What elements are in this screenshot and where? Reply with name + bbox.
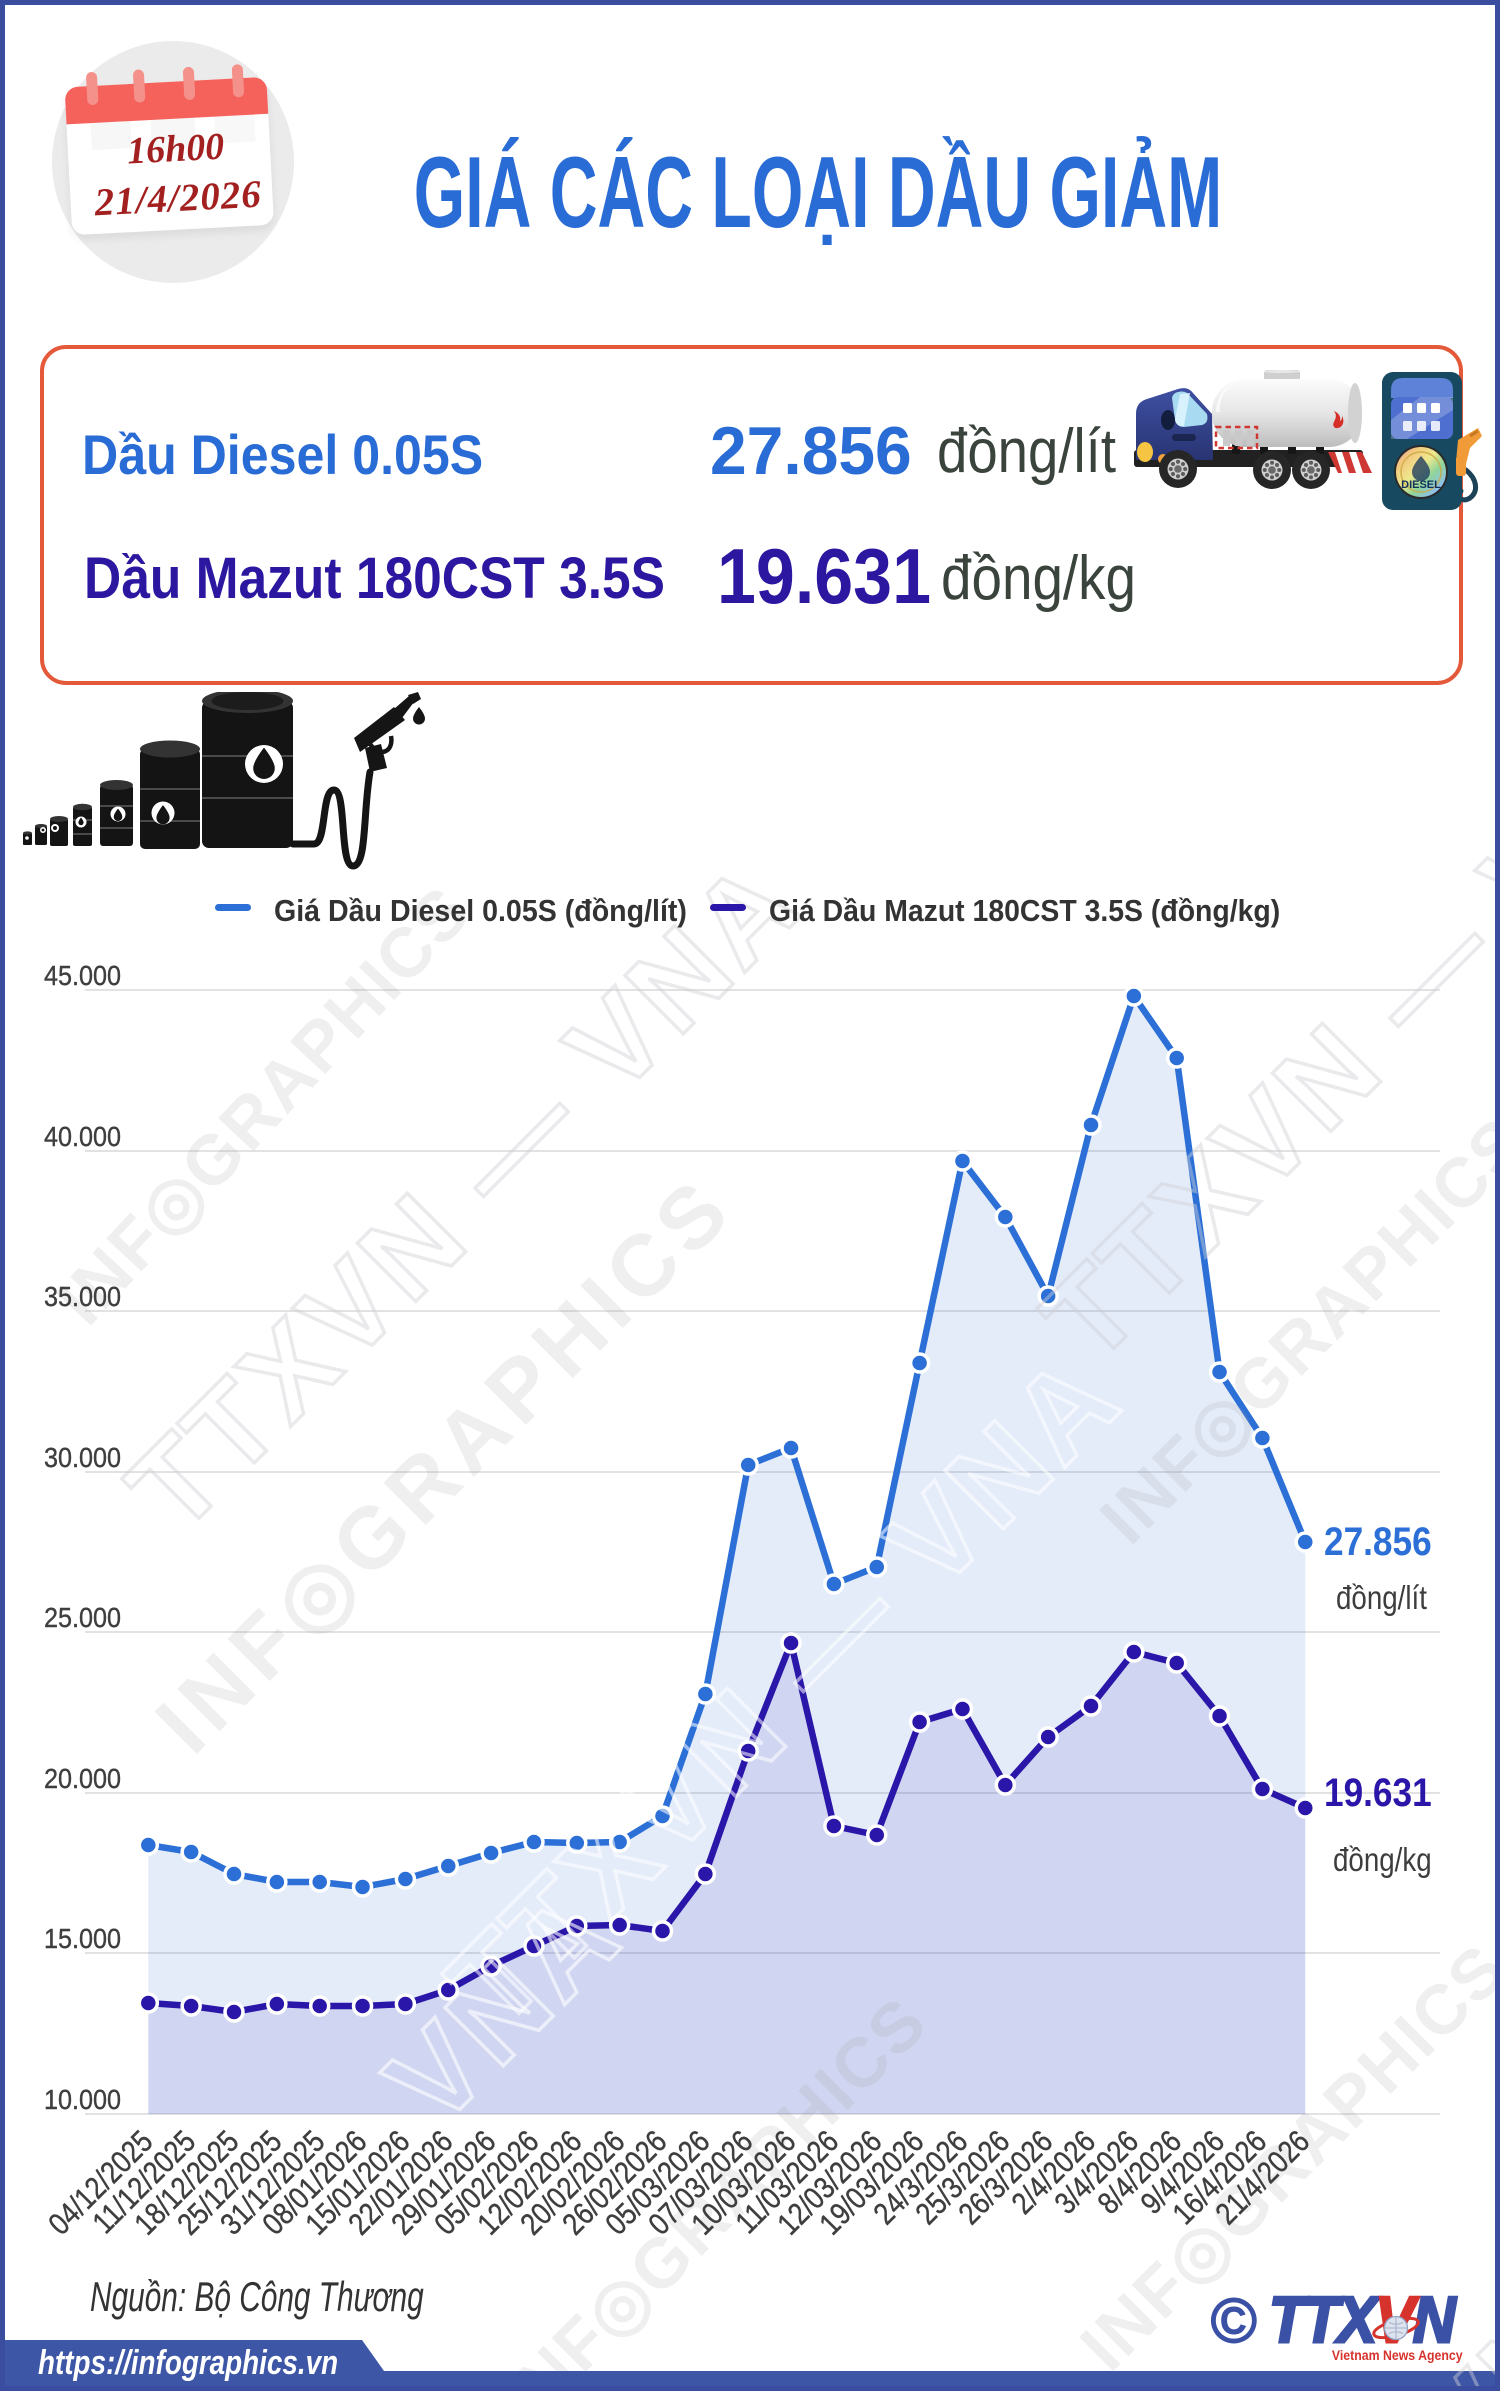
svg-text:DIESEL: DIESEL <box>1401 479 1441 491</box>
